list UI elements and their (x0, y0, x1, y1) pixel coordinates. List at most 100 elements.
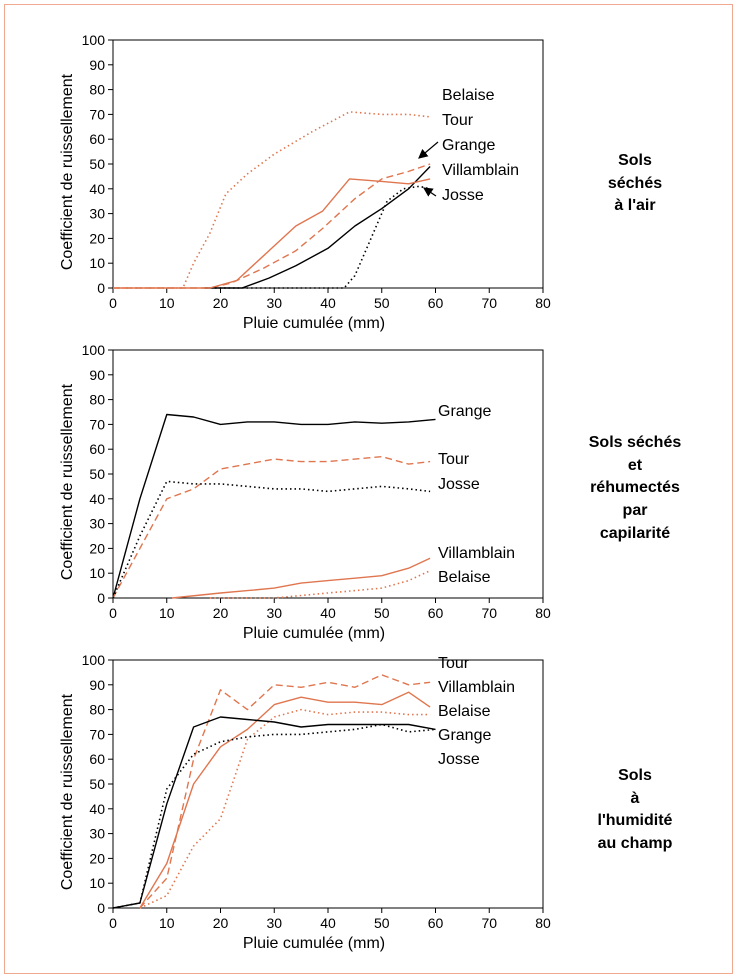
y-tick-label: 70 (89, 416, 105, 432)
y-tick-label: 90 (89, 677, 105, 693)
series-line-tour (139, 674, 431, 909)
x-tick-label: 10 (159, 295, 175, 311)
series-line-tour (113, 163, 431, 289)
series-line-villamblain (172, 557, 431, 599)
x-tick-label: 10 (159, 915, 175, 931)
x-tick-label: 50 (374, 915, 390, 931)
condition-line: au champ (597, 835, 673, 853)
x-tick-label: 50 (374, 605, 390, 621)
y-tick-label: 10 (89, 255, 105, 271)
legend-label: Josse (438, 751, 480, 768)
condition-label-field-moisture: Sols à l'humidité au champ (560, 765, 710, 856)
condition-line: séchés (607, 174, 663, 192)
chart-field-moisture: 0 10 20 30 40 50 60 70 80 90 100 0 10 20 30 40 50 60 70 80 P… (59, 652, 551, 952)
y-tick-label: 60 (89, 441, 105, 457)
x-tick-label: 70 (481, 915, 497, 931)
x-tick-label: 60 (428, 605, 444, 621)
x-tick-label: 0 (109, 295, 117, 311)
series-line-josse (215, 185, 431, 289)
x-tick-label: 10 (159, 605, 175, 621)
condition-line: Sols séchés (588, 434, 682, 451)
x-tick-label: 80 (535, 605, 551, 621)
series-line-villamblain (113, 178, 431, 289)
x-axis-label: Pluie cumulée (mm) (243, 315, 385, 332)
x-tick-label: 30 (266, 605, 282, 621)
y-tick-label: 20 (89, 850, 105, 866)
y-tick-label: 0 (97, 900, 105, 916)
figure-frame (4, 4, 733, 974)
y-tick-label: 10 (89, 875, 105, 891)
legend-label: Grange (438, 727, 491, 744)
y-tick-label: 80 (89, 392, 105, 408)
y-tick-label: 90 (89, 57, 105, 73)
condition-line: Sols (618, 767, 652, 784)
y-tick-label: 40 (89, 491, 105, 507)
y-tick-label: 80 (89, 702, 105, 718)
x-tick-label: 80 (535, 915, 551, 931)
series-line-josse (112, 723, 436, 909)
plot-area (112, 659, 544, 909)
y-tick-label: 80 (89, 82, 105, 98)
condition-label-rewetted: Sols séchés et réhumectés par capilarité (560, 432, 710, 546)
legend-label: Belaise (442, 87, 495, 104)
series-line-belaise (113, 111, 431, 289)
legend-arrow-grange (418, 141, 439, 159)
y-axis-label: Coefficient de ruissellement (59, 383, 76, 580)
legend-label: Tour (438, 655, 470, 672)
legend-label: Belaise (438, 703, 491, 720)
chart-panel-air-dried: 0 10 20 30 40 50 60 70 80 90 100 0 10 20 30 40 50 60 70 80 P… (0, 30, 560, 336)
legend-label: Belaise (438, 569, 491, 586)
condition-line: à l'air (614, 197, 656, 215)
x-tick-label: 70 (481, 605, 497, 621)
y-tick-label: 60 (89, 131, 105, 147)
series-line-tour (112, 455, 431, 599)
x-tick-label: 0 (109, 605, 117, 621)
x-tick-label: 40 (320, 915, 336, 931)
condition-line: par (622, 502, 648, 520)
series-line-belaise (209, 569, 431, 599)
y-tick-label: 50 (89, 466, 105, 482)
y-tick-label: 40 (89, 801, 105, 817)
x-tick-label: 20 (213, 605, 229, 621)
y-axis-label: Coefficient de ruissellement (59, 693, 76, 890)
y-tick-label: 30 (89, 206, 105, 222)
chart-panel-field-moisture: 0 10 20 30 40 50 60 70 80 90 100 0 10 20 30 40 50 60 70 80 P… (0, 650, 560, 956)
condition-line: et (627, 456, 643, 474)
x-tick-label: 80 (535, 295, 551, 311)
y-tick-label: 100 (82, 652, 106, 668)
y-tick-label: 20 (89, 230, 105, 246)
x-tick-label: 40 (320, 605, 336, 621)
condition-line: Sols (618, 152, 652, 169)
condition-line: à (630, 789, 640, 807)
y-tick-label: 100 (82, 32, 106, 48)
y-tick-label: 60 (89, 751, 105, 767)
chart-air-dried: 0 10 20 30 40 50 60 70 80 90 100 0 10 20 30 40 50 60 70 80 P… (59, 32, 551, 332)
condition-line: réhumectés (590, 479, 680, 497)
x-tick-label: 20 (213, 295, 229, 311)
chart-panel-rewetted: 0 10 20 30 40 50 60 70 80 90 100 0 10 20 30 40 50 60 70 80 P… (0, 340, 560, 646)
y-tick-label: 30 (89, 826, 105, 842)
legend-label: Villamblain (442, 162, 519, 179)
x-axis-label: Pluie cumulée (mm) (243, 625, 385, 642)
x-tick-label: 0 (109, 915, 117, 931)
legend-label: Josse (438, 476, 480, 493)
y-axis-label: Coefficient de ruissellement (59, 73, 76, 270)
x-tick-label: 60 (428, 915, 444, 931)
chart-rewetted: 0 10 20 30 40 50 60 70 80 90 100 0 10 20 30 40 50 60 70 80 P… (59, 342, 551, 642)
y-tick-label: 0 (97, 280, 105, 296)
series-line-grange (204, 166, 431, 289)
y-tick-label: 70 (89, 106, 105, 122)
series-line-villamblain (139, 691, 431, 909)
y-tick-label: 90 (89, 367, 105, 383)
x-tick-label: 50 (374, 295, 390, 311)
x-tick-label: 70 (481, 295, 497, 311)
y-tick-label: 10 (89, 565, 105, 581)
y-tick-label: 50 (89, 776, 105, 792)
y-tick-label: 0 (97, 590, 105, 606)
y-tick-label: 30 (89, 516, 105, 532)
series-line-belaise (139, 708, 431, 909)
condition-line: l'humidité (597, 812, 673, 830)
legend-label: Tour (442, 112, 474, 129)
legend-label: Villamblain (438, 679, 515, 696)
y-tick-label: 100 (82, 342, 106, 358)
